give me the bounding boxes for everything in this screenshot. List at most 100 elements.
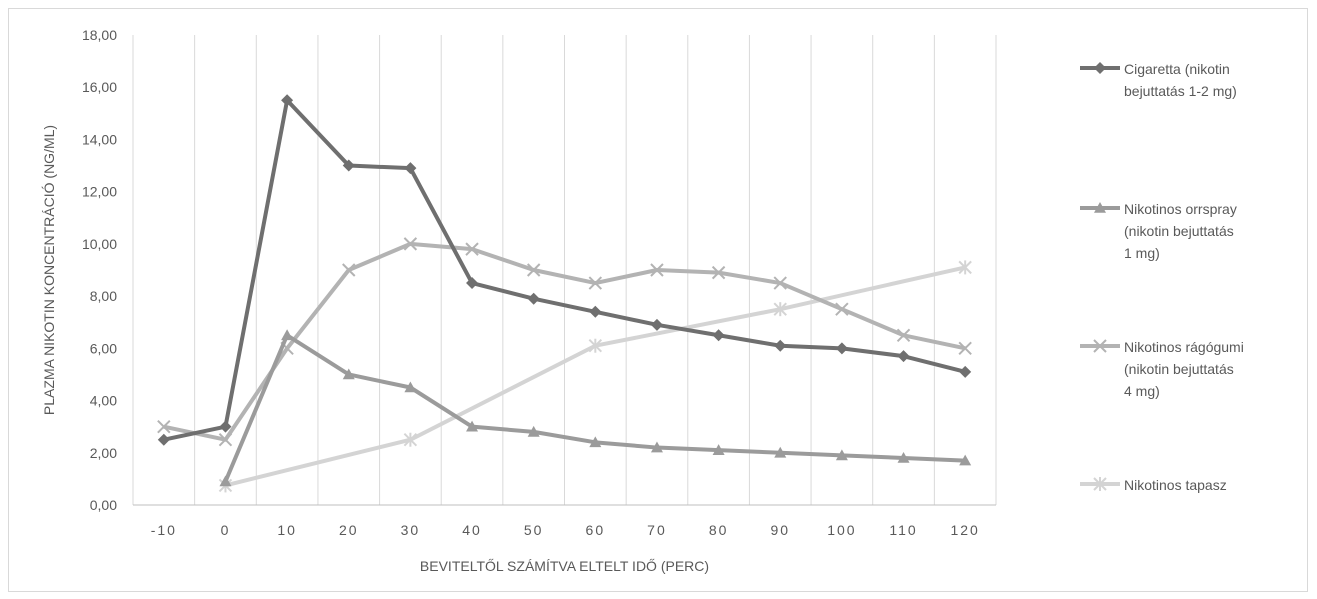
legend-label-line: Cigaretta (nikotin: [1124, 61, 1230, 77]
legend-label-line: 4 mg): [1124, 383, 1160, 399]
data-point: [157, 433, 170, 446]
data-point: [897, 452, 910, 463]
legend-item: Nikotinos rágógumi (nikotin bejuttatás 4 m…: [1070, 336, 1284, 402]
legend-label: Nikotinos orrspray (nikotin bejuttatás 1 m…: [1124, 198, 1284, 264]
x-tick-label: 100: [827, 522, 856, 538]
data-point: [773, 276, 787, 290]
x-tick-label: 70: [647, 522, 667, 538]
data-point: [588, 338, 603, 353]
data-point: [219, 475, 232, 487]
y-tick-label: 2,00: [90, 445, 117, 461]
legend-label-line: Nikotinos tapasz: [1124, 477, 1227, 493]
data-point: [711, 265, 726, 280]
x-tick-label: 20: [339, 522, 359, 538]
y-tick-label: 10,00: [82, 236, 117, 252]
series-group: [157, 94, 972, 493]
y-tick-label: 6,00: [90, 340, 117, 356]
data-point: [404, 162, 417, 175]
y-tick-label: 8,00: [90, 288, 117, 304]
x-tick-labels: -10 0 10 20 30 40 50 60 70 80 90 100 110 120: [151, 522, 979, 538]
legend-item: Cigaretta (nikotin bejuttatás 1-2 mg): [1070, 58, 1284, 102]
y-tick-label: 4,00: [90, 393, 117, 409]
legend-label: Cigaretta (nikotin bejuttatás 1-2 mg): [1124, 58, 1284, 102]
legend-label: Nikotinos tapasz: [1124, 474, 1284, 496]
data-point: [218, 433, 233, 447]
x-tick-label: 50: [524, 522, 544, 538]
data-point: [650, 263, 664, 277]
chart-frame: [8, 8, 1308, 592]
x-axis-title: BEVITELTŐL SZÁMÍTVA ELTELT IDŐ (PERC): [420, 558, 709, 574]
series-1: [157, 94, 972, 446]
data-point: [1093, 339, 1107, 353]
x-tick-label: 0: [221, 522, 231, 538]
x-tick-label: 90: [770, 522, 790, 538]
y-axis-title: PLAZMA NIKOTIN KONCENTRÁCIÓ (NG/ML): [41, 125, 57, 415]
data-point: [342, 159, 355, 172]
x-tick-label: 40: [462, 522, 482, 538]
data-point: [527, 292, 540, 305]
legend-item: Nikotinos tapasz: [1070, 474, 1284, 496]
data-point: [650, 441, 663, 453]
data-point: [712, 444, 725, 455]
legend-label-line: Nikotinos rágógumi: [1124, 339, 1244, 355]
legend-label-line: 1 mg): [1124, 245, 1160, 261]
data-point: [465, 242, 479, 256]
data-point: [404, 381, 417, 393]
data-point: [1093, 477, 1107, 491]
data-point: [958, 260, 972, 275]
data-point: [589, 305, 602, 318]
series-3: [157, 237, 972, 447]
data-point: [281, 329, 294, 341]
y-tick-label: 0,00: [90, 497, 117, 513]
x-tick-label: 60: [586, 522, 606, 538]
data-point: [342, 368, 355, 380]
data-point: [773, 302, 787, 317]
data-point: [712, 329, 725, 342]
legend-item: Nikotinos orrspray (nikotin bejuttatás 1 m…: [1070, 198, 1284, 264]
data-point: [403, 432, 418, 447]
legend-swatch: [1080, 62, 1120, 74]
data-point: [1094, 62, 1106, 74]
data-point: [774, 446, 787, 458]
data-point: [835, 449, 848, 461]
data-point: [466, 420, 479, 432]
data-point: [526, 263, 541, 277]
legend: Cigaretta (nikotin bejuttatás 1-2 mg) Niko…: [1070, 0, 1310, 599]
data-point: [897, 350, 910, 363]
data-point: [835, 302, 849, 316]
legend-label-line: Nikotinos orrspray: [1124, 201, 1237, 217]
legend-label: Nikotinos rágógumi (nikotin bejuttatás 4 m…: [1124, 336, 1284, 402]
y-tick-label: 16,00: [82, 79, 117, 95]
x-tick-label: 120: [950, 522, 979, 538]
data-point: [959, 365, 972, 378]
legend-label-line: (nikotin bejuttatás: [1124, 361, 1234, 377]
series-line: [224, 265, 966, 488]
x-tick-label: -10: [151, 522, 177, 538]
data-point: [466, 277, 479, 290]
data-point: [774, 339, 787, 352]
series-line: [163, 98, 966, 442]
data-point: [959, 454, 972, 466]
series-4: [218, 260, 972, 493]
data-point: [403, 237, 418, 251]
data-point: [835, 342, 848, 355]
data-point: [588, 276, 603, 290]
x-tick-label: 110: [889, 522, 917, 538]
y-tick-labels: 0,00 2,00 4,00 6,00 8,00 10,00 12,00 14,00 16,00…: [82, 27, 117, 513]
data-point: [650, 318, 663, 331]
y-tick-label: 18,00: [82, 27, 117, 43]
x-tick-label: 80: [709, 522, 729, 538]
x-tick-label: 30: [401, 522, 421, 538]
data-point: [342, 263, 356, 277]
legend-label-line: (nikotin bejuttatás: [1124, 223, 1234, 239]
y-tick-label: 14,00: [82, 131, 117, 147]
legend-swatch: [1080, 202, 1120, 213]
x-tick-label: 10: [277, 522, 297, 538]
data-point: [589, 436, 602, 448]
data-point: [896, 328, 911, 342]
legend-swatch: [1080, 477, 1120, 491]
data-point: [157, 419, 171, 434]
series-2: [219, 329, 972, 487]
data-point: [281, 94, 294, 107]
